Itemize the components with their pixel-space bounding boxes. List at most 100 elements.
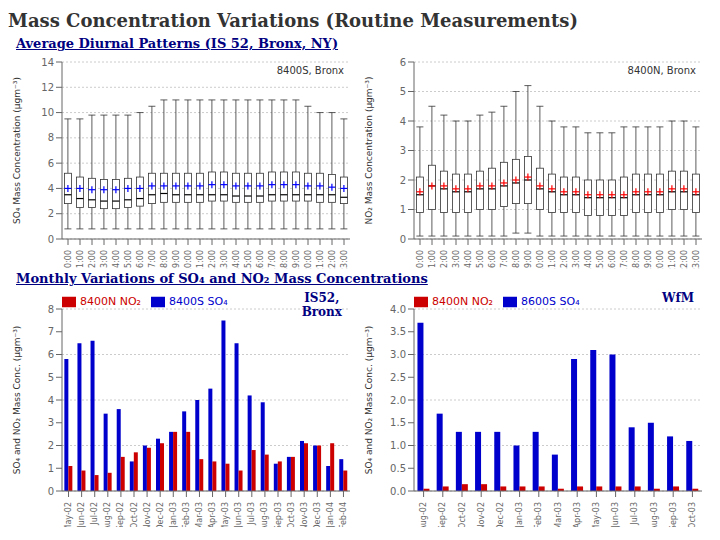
svg-text:Sep-02: Sep-02 <box>438 502 447 527</box>
svg-text:Aug-03: Aug-03 <box>260 502 269 527</box>
svg-text:5:00: 5:00 <box>124 250 133 268</box>
svg-text:Jul-02: Jul-02 <box>90 502 99 526</box>
svg-text:0.5: 0.5 <box>390 463 406 474</box>
svg-text:Aug-02: Aug-02 <box>419 502 428 527</box>
svg-text:Oct-03: Oct-03 <box>287 502 296 527</box>
svg-text:SO₄ and NO₂ Mass Conc. (μgm⁻³): SO₄ and NO₂ Mass Conc. (μgm⁻³) <box>12 326 22 475</box>
svg-text:Jan-03: Jan-03 <box>515 502 524 527</box>
svg-text:2.5: 2.5 <box>390 372 406 383</box>
svg-text:Dec-02: Dec-02 <box>496 502 505 527</box>
svg-text:4: 4 <box>48 395 54 406</box>
svg-text:19:00: 19:00 <box>292 250 301 269</box>
svg-text:Mar-03: Mar-03 <box>195 502 204 527</box>
svg-text:9:00: 9:00 <box>172 250 181 268</box>
svg-text:May-03: May-03 <box>592 502 601 527</box>
svg-text:17:00: 17:00 <box>620 250 629 269</box>
svg-text:17:00: 17:00 <box>268 250 277 269</box>
svg-text:20:00: 20:00 <box>304 250 313 269</box>
svg-text:Jun-03: Jun-03 <box>234 502 243 527</box>
svg-text:3.5: 3.5 <box>390 326 406 337</box>
svg-text:Aug-02: Aug-02 <box>103 502 112 527</box>
svg-text:4: 4 <box>400 116 406 127</box>
svg-text:5: 5 <box>48 372 54 383</box>
svg-text:12: 12 <box>41 82 54 93</box>
svg-text:11:00: 11:00 <box>548 250 557 269</box>
svg-text:15:00: 15:00 <box>244 250 253 269</box>
svg-text:Dec-02: Dec-02 <box>156 502 165 527</box>
svg-text:1: 1 <box>400 204 406 215</box>
svg-text:0: 0 <box>48 486 54 497</box>
svg-text:6: 6 <box>400 57 406 68</box>
svg-text:Dec-03: Dec-03 <box>313 502 322 527</box>
svg-text:6:00: 6:00 <box>136 250 145 268</box>
svg-text:4:00: 4:00 <box>464 250 473 268</box>
svg-text:18:00: 18:00 <box>632 250 641 269</box>
svg-text:May-03: May-03 <box>221 502 230 527</box>
svg-text:16:00: 16:00 <box>256 250 265 269</box>
svg-text:14:00: 14:00 <box>232 250 241 269</box>
svg-text:Feb-03: Feb-03 <box>534 502 543 527</box>
svg-text:Apr-03: Apr-03 <box>573 502 582 527</box>
svg-text:Jun-03: Jun-03 <box>611 502 620 527</box>
svg-text:0:00: 0:00 <box>64 250 73 268</box>
svg-text:Jun-02: Jun-02 <box>77 502 86 527</box>
svg-text:10: 10 <box>41 107 54 118</box>
svg-text:1: 1 <box>48 463 54 474</box>
svg-text:Jul-03: Jul-03 <box>630 502 639 526</box>
svg-text:22:00: 22:00 <box>328 250 337 269</box>
svg-text:16:00: 16:00 <box>608 250 617 269</box>
svg-text:1.0: 1.0 <box>390 440 406 451</box>
svg-text:6:00: 6:00 <box>488 250 497 268</box>
svg-text:0.0: 0.0 <box>390 486 406 497</box>
svg-text:12:00: 12:00 <box>208 250 217 269</box>
svg-text:3:00: 3:00 <box>452 250 461 268</box>
svg-text:2: 2 <box>48 208 54 219</box>
svg-text:12:00: 12:00 <box>560 250 569 269</box>
svg-text:Mar-03: Mar-03 <box>554 502 563 527</box>
svg-text:7: 7 <box>48 326 54 337</box>
svg-text:2:00: 2:00 <box>440 250 449 268</box>
svg-text:5:00: 5:00 <box>476 250 485 268</box>
svg-text:0: 0 <box>48 234 54 245</box>
svg-text:Oct-03: Oct-03 <box>688 502 697 527</box>
svg-text:5: 5 <box>400 86 406 97</box>
svg-text:Jan-04: Jan-04 <box>326 502 335 527</box>
svg-text:3:00: 3:00 <box>100 250 109 268</box>
svg-text:6: 6 <box>48 158 54 169</box>
svg-text:3: 3 <box>400 145 406 156</box>
svg-text:7:00: 7:00 <box>148 250 157 268</box>
svg-text:4.0: 4.0 <box>390 304 406 315</box>
svg-text:13:00: 13:00 <box>572 250 581 269</box>
svg-text:1:00: 1:00 <box>428 250 437 268</box>
svg-text:Aug-03: Aug-03 <box>650 502 659 527</box>
svg-text:9:00: 9:00 <box>524 250 533 268</box>
svg-text:May-02: May-02 <box>64 502 73 527</box>
svg-text:4:00: 4:00 <box>112 250 121 268</box>
svg-text:2:00: 2:00 <box>88 250 97 268</box>
svg-text:1:00: 1:00 <box>76 250 85 268</box>
svg-text:7:00: 7:00 <box>500 250 509 268</box>
svg-text:14: 14 <box>41 57 54 68</box>
svg-text:11:00: 11:00 <box>196 250 205 269</box>
svg-text:3: 3 <box>48 417 54 428</box>
svg-text:Sep-02: Sep-02 <box>116 502 125 527</box>
svg-text:8: 8 <box>48 304 54 315</box>
svg-text:Feb-04: Feb-04 <box>339 502 348 527</box>
svg-text:2.0: 2.0 <box>390 395 406 406</box>
svg-text:2: 2 <box>400 175 406 186</box>
svg-text:1.5: 1.5 <box>390 417 406 428</box>
svg-text:Nov-02: Nov-02 <box>143 502 152 527</box>
svg-text:8:00: 8:00 <box>512 250 521 268</box>
svg-text:20:00: 20:00 <box>656 250 665 269</box>
svg-text:Sep-03: Sep-03 <box>274 502 283 527</box>
svg-text:0:00: 0:00 <box>416 250 425 268</box>
svg-text:8:00: 8:00 <box>160 250 169 268</box>
svg-text:15:00: 15:00 <box>596 250 605 269</box>
svg-text:Feb-03: Feb-03 <box>182 502 191 527</box>
svg-text:10:00: 10:00 <box>184 250 193 269</box>
svg-text:SO₄ Mass Concentration (μgm⁻³): SO₄ Mass Concentration (μgm⁻³) <box>12 77 22 224</box>
svg-text:22:00: 22:00 <box>680 250 689 269</box>
svg-text:14:00: 14:00 <box>584 250 593 269</box>
svg-text:Apr-03: Apr-03 <box>208 502 217 527</box>
svg-text:Oct-02: Oct-02 <box>458 502 467 527</box>
